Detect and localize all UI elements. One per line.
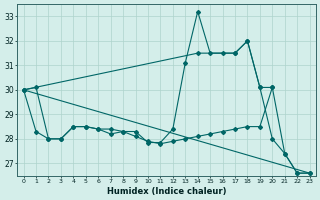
X-axis label: Humidex (Indice chaleur): Humidex (Indice chaleur) (107, 187, 226, 196)
